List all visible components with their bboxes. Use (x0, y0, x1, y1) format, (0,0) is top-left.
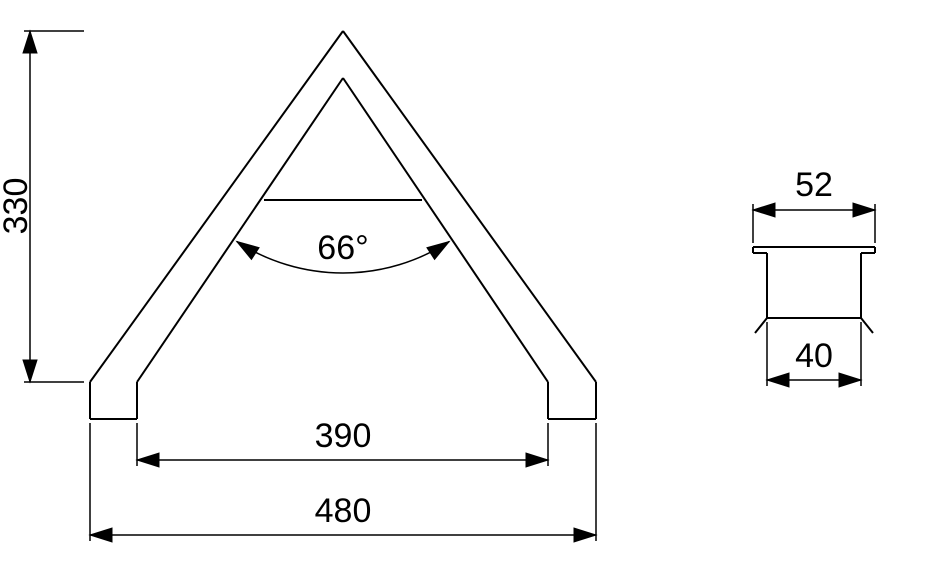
dim-52-text: 52 (795, 166, 833, 204)
dim-480-text: 480 (315, 492, 372, 530)
outer-left-leg (90, 31, 343, 382)
technical-drawing: 330 390 480 66° 52 40 (0, 0, 941, 574)
outer-right-leg (343, 31, 596, 382)
inner-left-leg (137, 78, 343, 382)
dim-330-text: 330 (0, 178, 35, 235)
dim-40-text: 40 (795, 337, 833, 375)
dim-66-text: 66° (317, 229, 368, 267)
dim-390-text: 390 (315, 417, 372, 455)
inner-right-leg (343, 78, 548, 382)
